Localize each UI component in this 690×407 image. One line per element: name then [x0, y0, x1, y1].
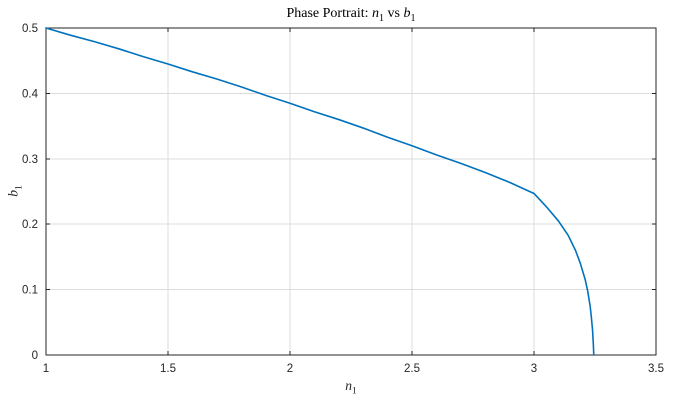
y-tick-label: 0.5	[22, 23, 38, 35]
y-tick-label: 0.2	[22, 219, 38, 231]
plot-title: Phase Portrait: n1 vs b1	[46, 6, 656, 24]
y-tick-label: 0	[32, 350, 38, 362]
x-tick-label: 1	[43, 363, 49, 375]
x-axis-var: n	[345, 378, 352, 393]
title-var-b: b	[403, 6, 411, 21]
series-line-phase-trajectory	[45, 27, 595, 356]
y-tick-label: 0.3	[22, 154, 38, 166]
title-var-n-sub: 1	[379, 12, 385, 24]
title-vs-text: vs	[384, 6, 404, 21]
y-tick-label: 0.4	[22, 88, 39, 100]
title-var-b-sub: 1	[410, 12, 416, 24]
title-text: Phase Portrait:	[286, 6, 372, 21]
x-tick-label: 2.5	[404, 363, 420, 375]
y-axis-sub: 1	[13, 185, 25, 191]
y-axis-label: b1	[6, 185, 25, 197]
x-tick-label: 1.5	[160, 363, 176, 375]
title-var-n: n	[372, 6, 379, 21]
y-tick-label: 0.1	[22, 285, 38, 297]
y-axis-var: b	[5, 190, 21, 197]
x-tick-label: 3	[531, 363, 537, 375]
x-tick-label: 3.5	[648, 363, 664, 375]
x-axis-sub: 1	[351, 385, 357, 397]
plot-border	[45, 27, 657, 356]
x-axis-label: n1	[46, 378, 656, 397]
x-tick-label: 2	[287, 363, 293, 375]
